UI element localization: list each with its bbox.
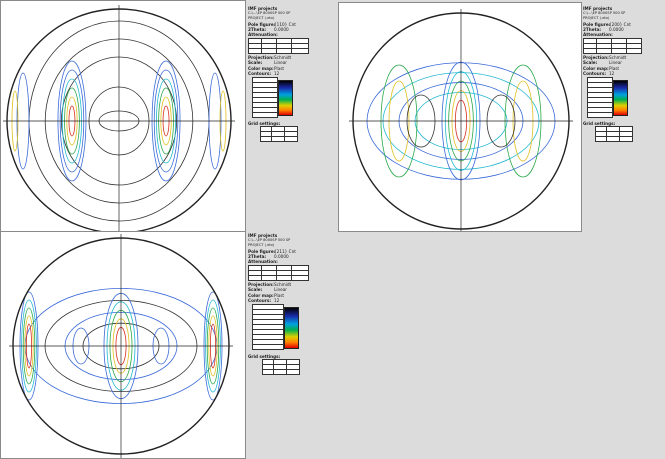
project-name: PROJECT (.etx) xyxy=(248,243,275,248)
scale-label: Scale: xyxy=(583,60,598,66)
pole-figure-label: Pole figure: xyxy=(248,248,276,254)
pole-figure-panel-110 xyxy=(0,0,246,232)
attenuation-table xyxy=(248,265,338,282)
theta-value: 0.0000 xyxy=(274,26,289,32)
attenuation-label: Attenuation: xyxy=(248,32,278,38)
project-path: C:\...\EP 8000SP 500 SP xyxy=(583,11,626,16)
projection-value: Schmidt xyxy=(609,55,627,61)
theta-label: 2Theta: xyxy=(248,26,267,32)
project-path: C:\...\EP 8000SP 500 SP xyxy=(248,11,291,16)
info-block-200: IMF projects C:\...\EP 8000SP 500 SP PRO… xyxy=(583,6,665,143)
info-block-211: IMF projects C:\...\EP 8000SP 500 SP PRO… xyxy=(248,233,338,376)
project-name: PROJECT (.etx) xyxy=(583,16,610,21)
pole-figure-label: Pole figure: xyxy=(583,21,611,27)
color-scale-bar xyxy=(278,80,293,117)
grid-settings-label: Grid settings: xyxy=(583,121,616,127)
contours-label: Contours: xyxy=(248,297,272,303)
pole-figure-value: {211} Cnt xyxy=(274,248,296,254)
project-label: IMF projects xyxy=(248,6,278,11)
colormap-value: Plast xyxy=(274,65,285,71)
grid-settings-table xyxy=(262,359,338,376)
colormap-label: Color map: xyxy=(583,65,609,71)
colormap-label: Color map: xyxy=(248,292,274,298)
pole-figure-plot xyxy=(3,5,235,231)
contours-value: 12 xyxy=(274,297,280,303)
scale-value: Linear xyxy=(274,287,288,293)
color-scale-bar xyxy=(613,80,628,117)
attenuation-table xyxy=(583,38,665,55)
scale-label: Scale: xyxy=(248,60,263,66)
grid-settings-table xyxy=(260,126,338,143)
attenuation-label: Attenuation: xyxy=(583,32,613,38)
contour-levels-table xyxy=(248,77,338,121)
pole-figure-plot xyxy=(349,9,573,231)
attenuation-table xyxy=(248,38,338,55)
projection-value: Schmidt xyxy=(274,282,292,288)
colormap-value: Plast xyxy=(274,292,285,298)
theta-value: 0.0000 xyxy=(609,26,624,32)
contour-levels-table xyxy=(248,304,338,354)
contours-value: 12 xyxy=(274,70,280,76)
pole-figure-plot xyxy=(9,234,233,458)
theta-value: 0.0000 xyxy=(274,253,289,259)
grid-settings-table xyxy=(595,126,665,143)
pole-figure-panel-211 xyxy=(0,231,246,459)
contours-value: 12 xyxy=(609,70,615,76)
project-path: C:\...\EP 8000SP 500 SP xyxy=(248,238,291,243)
project-label: IMF projects xyxy=(583,6,613,11)
pole-figure-panel-200 xyxy=(338,2,582,232)
project-name: PROJECT (.etx) xyxy=(248,16,275,21)
grid-settings-label: Grid settings: xyxy=(248,354,281,360)
scale-value: Linear xyxy=(274,60,288,66)
theta-label: 2Theta: xyxy=(248,253,267,259)
pole-figure-label: Pole figure: xyxy=(248,21,276,27)
contours-label: Contours: xyxy=(248,70,272,76)
contours-label: Contours: xyxy=(583,70,607,76)
color-scale-bar xyxy=(284,307,299,350)
theta-label: 2Theta: xyxy=(583,26,602,32)
grid-settings-label: Grid settings: xyxy=(248,121,281,127)
projection-label: Projection: xyxy=(248,55,274,61)
projection-label: Projection: xyxy=(583,55,609,61)
pole-figure-value: {110} Cnt xyxy=(274,21,296,27)
scale-value: Linear xyxy=(609,60,623,66)
colormap-value: Plast xyxy=(609,65,620,71)
pole-figure-value: {200} Cnt xyxy=(609,21,631,27)
projection-value: Schmidt xyxy=(274,55,292,61)
scale-label: Scale: xyxy=(248,287,263,293)
project-label: IMF projects xyxy=(248,233,278,238)
projection-label: Projection: xyxy=(248,282,274,288)
attenuation-label: Attenuation: xyxy=(248,259,278,265)
colormap-label: Color map: xyxy=(248,65,274,71)
contour-levels-table xyxy=(583,77,665,121)
info-block-110: IMF projects C:\...\EP 8000SP 500 SP PRO… xyxy=(248,6,338,143)
